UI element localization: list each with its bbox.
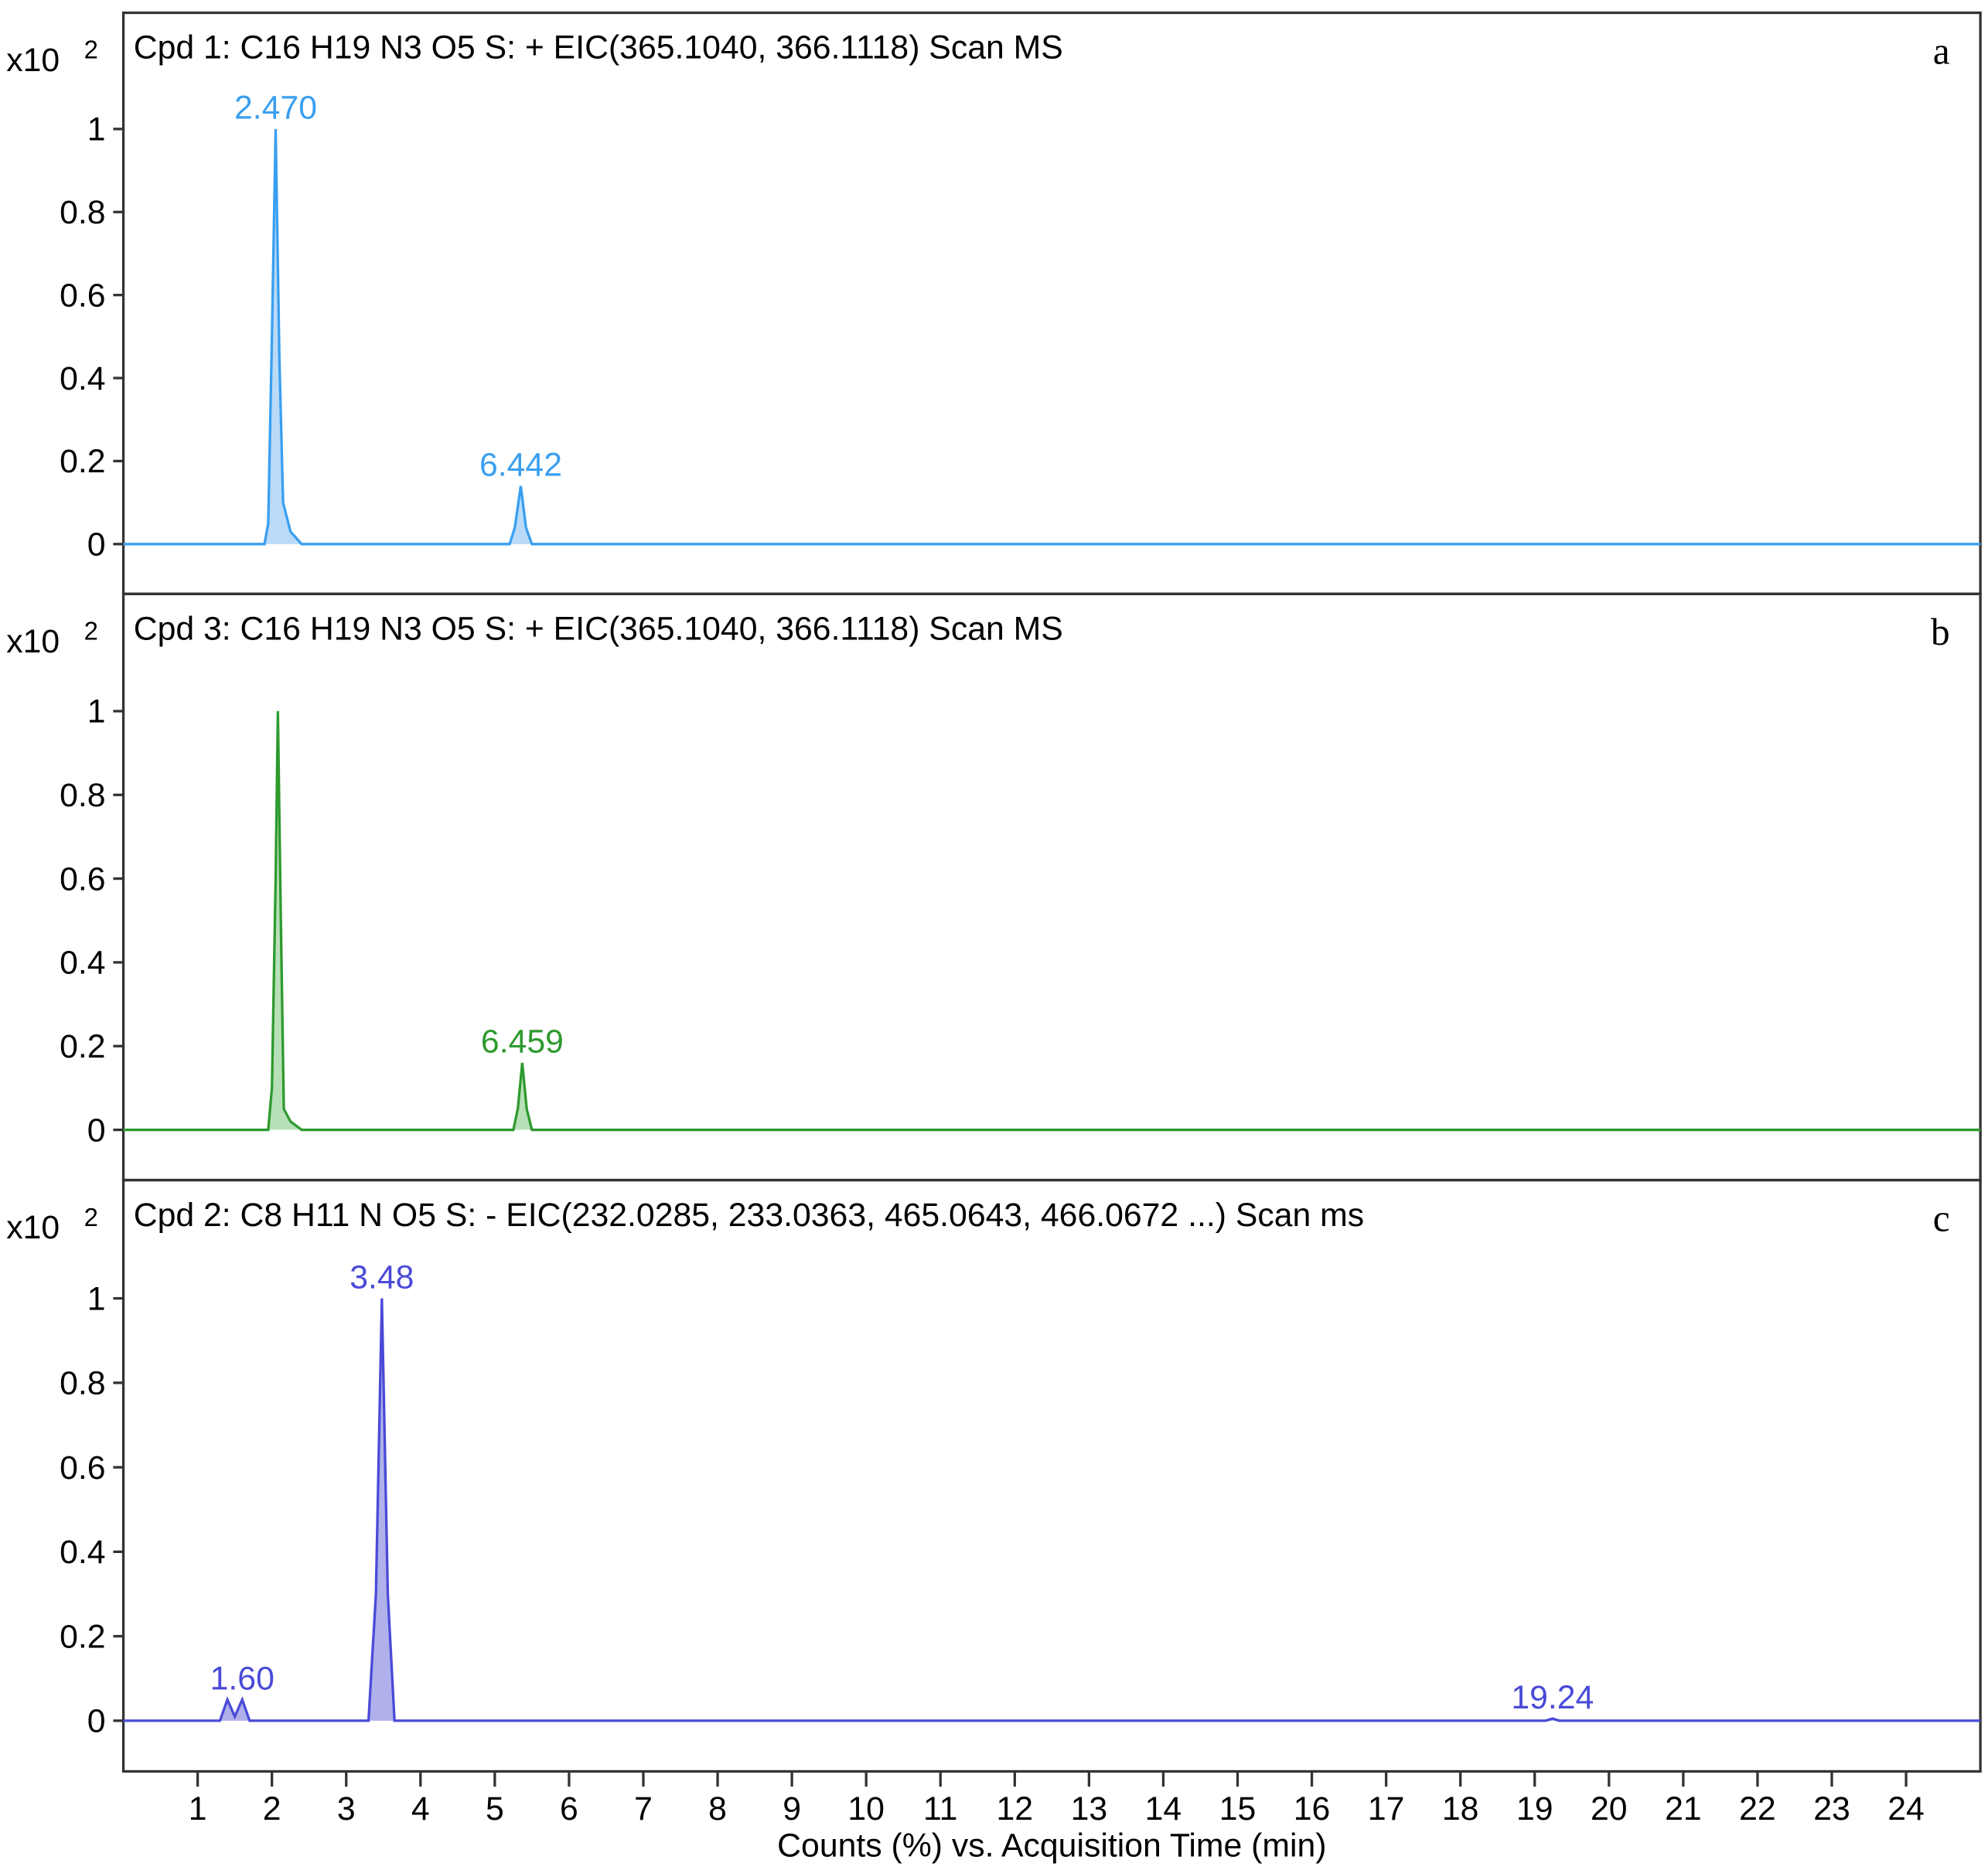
y-tick-label: 1 xyxy=(87,111,106,148)
x-tick-label: 6 xyxy=(560,1790,578,1827)
y-tick-label: 0.8 xyxy=(60,777,105,814)
x-tick-label: 12 xyxy=(997,1790,1034,1827)
y-scale-label: x10 xyxy=(6,42,60,79)
y-scale-exponent: 2 xyxy=(84,1203,98,1231)
x-tick-label: 3 xyxy=(337,1790,356,1827)
y-tick-label: 0.8 xyxy=(60,1365,105,1402)
y-tick-label: 1 xyxy=(87,693,106,731)
peak-label: 6.442 xyxy=(479,446,562,483)
peak-label: 19.24 xyxy=(1511,1679,1594,1716)
panel-label: b xyxy=(1931,611,1950,653)
y-tick-label: 0.4 xyxy=(60,1534,105,1571)
x-tick-label: 22 xyxy=(1739,1790,1776,1827)
x-tick-label: 9 xyxy=(783,1790,801,1827)
y-tick-label: 0.6 xyxy=(60,860,105,898)
x-tick-label: 16 xyxy=(1294,1790,1331,1827)
x-tick-label: 4 xyxy=(411,1790,430,1827)
y-tick-label: 0.2 xyxy=(60,443,105,480)
y-tick-label: 0.4 xyxy=(60,945,105,982)
x-tick-label: 13 xyxy=(1071,1790,1108,1827)
x-tick-label: 5 xyxy=(486,1790,504,1827)
panel-frame xyxy=(121,11,1982,595)
y-tick-label: 0 xyxy=(87,1112,106,1149)
y-scale-label: x10 xyxy=(6,1209,60,1246)
x-tick-label: 15 xyxy=(1219,1790,1257,1827)
x-tick-label: 14 xyxy=(1145,1790,1182,1827)
panel-title: Cpd 3: C16 H19 N3 O5 S: + EIC(365.1040, … xyxy=(134,610,1063,647)
panel-frame xyxy=(121,592,1982,1182)
peak-area xyxy=(123,710,1981,1130)
x-tick-label: 7 xyxy=(634,1790,653,1827)
y-scale-label: x10 xyxy=(6,623,60,660)
peak-area xyxy=(123,128,1981,544)
panel-frame xyxy=(121,1178,1982,1773)
peak-area xyxy=(123,1298,1981,1721)
peak-label: 3.48 xyxy=(350,1259,414,1296)
peak-label: 6.459 xyxy=(481,1024,564,1061)
y-tick-label: 0 xyxy=(87,526,106,564)
x-tick-label: 20 xyxy=(1591,1790,1628,1827)
x-tick-label: 2 xyxy=(263,1790,281,1827)
y-tick-label: 1 xyxy=(87,1280,106,1317)
x-axis-title: Counts (%) vs. Acquisition Time (min) xyxy=(777,1827,1326,1865)
x-tick-label: 10 xyxy=(847,1790,885,1827)
x-tick-label: 24 xyxy=(1887,1790,1925,1827)
panel-label: c xyxy=(1933,1197,1950,1239)
y-tick-label: 0.2 xyxy=(60,1618,105,1655)
y-tick-label: 0.2 xyxy=(60,1028,105,1065)
y-tick-label: 0.4 xyxy=(60,360,105,397)
peak-label: 1.60 xyxy=(210,1660,275,1697)
panel-title: Cpd 1: C16 H19 N3 O5 S: + EIC(365.1040, … xyxy=(134,29,1063,66)
y-scale-exponent: 2 xyxy=(84,36,98,64)
y-tick-label: 0.8 xyxy=(60,194,105,231)
panel-label: a xyxy=(1933,29,1950,72)
x-tick-label: 23 xyxy=(1813,1790,1850,1827)
peak-label: 2.470 xyxy=(234,90,317,127)
y-scale-exponent: 2 xyxy=(84,616,98,645)
x-tick-label: 18 xyxy=(1442,1790,1479,1827)
trace xyxy=(123,1298,1981,1722)
y-tick-label: 0 xyxy=(87,1703,106,1740)
x-tick-label: 11 xyxy=(923,1790,957,1827)
trace xyxy=(123,128,1981,546)
y-tick-label: 0.6 xyxy=(60,1449,105,1487)
x-tick-label: 17 xyxy=(1368,1790,1405,1827)
trace xyxy=(123,710,1981,1132)
x-tick-label: 21 xyxy=(1665,1790,1702,1827)
panel-title: Cpd 2: C8 H11 N O5 S: - EIC(232.0285, 23… xyxy=(134,1197,1364,1234)
y-tick-label: 0.6 xyxy=(60,277,105,314)
x-tick-label: 19 xyxy=(1516,1790,1553,1827)
x-tick-label: 1 xyxy=(189,1790,207,1827)
x-tick-label: 8 xyxy=(708,1790,727,1827)
